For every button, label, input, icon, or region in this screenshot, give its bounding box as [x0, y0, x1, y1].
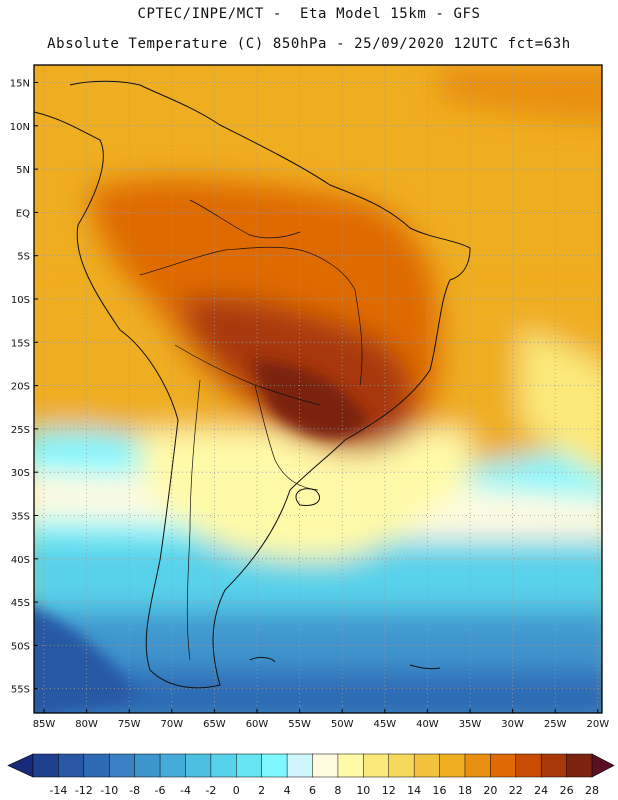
- lat-label: 25S: [11, 425, 30, 436]
- colorbar: [7, 753, 615, 778]
- colorbar-label: 8: [334, 784, 341, 797]
- lon-label: 30W: [501, 719, 524, 730]
- lon-label: 55W: [288, 719, 311, 730]
- colorbar-swatch: [312, 753, 339, 778]
- colorbar-label: 26: [560, 784, 574, 797]
- colorbar-label: 16: [433, 784, 447, 797]
- colorbar-swatch: [134, 753, 161, 778]
- colorbar-label: 24: [534, 784, 548, 797]
- colorbar-label: 6: [309, 784, 316, 797]
- colorbar-swatch: [540, 753, 568, 778]
- colorbar-label: 22: [509, 784, 523, 797]
- colorbar-swatch: [185, 753, 212, 778]
- lat-label: 30S: [11, 468, 30, 479]
- lat-label: 20S: [11, 382, 30, 393]
- colorbar-label: 12: [382, 784, 396, 797]
- colorbar-label: 2: [258, 784, 265, 797]
- temperature-field: [34, 65, 602, 713]
- colorbar-label: 28: [585, 784, 599, 797]
- lon-label: 20W: [586, 719, 609, 730]
- lon-label: 45W: [373, 719, 396, 730]
- lat-label: 5N: [16, 165, 30, 176]
- colorbar-label: 0: [233, 784, 240, 797]
- lon-label: 25W: [544, 719, 567, 730]
- lon-label: 75W: [118, 719, 141, 730]
- lat-label: EQ: [16, 208, 30, 219]
- colorbar-label: -12: [75, 784, 93, 797]
- lon-label: 70W: [160, 719, 183, 730]
- colorbar-swatch: [32, 753, 60, 778]
- colorbar-label: -14: [49, 784, 67, 797]
- map-frame: [33, 64, 603, 714]
- lon-label: 65W: [203, 719, 226, 730]
- colorbar-swatch: [337, 753, 364, 778]
- colorbar-label: -8: [129, 784, 140, 797]
- lon-label: 60W: [246, 719, 269, 730]
- lon-label: 35W: [459, 719, 482, 730]
- colorbar-over-arrow: [591, 753, 615, 778]
- colorbar-swatch: [261, 753, 288, 778]
- colorbar-swatch: [388, 753, 415, 778]
- colorbar-swatch: [515, 753, 542, 778]
- colorbar-label: 20: [483, 784, 497, 797]
- lat-label: 15S: [11, 338, 30, 349]
- colorbar-swatch: [58, 753, 85, 778]
- lat-label: 5S: [17, 252, 30, 263]
- colorbar-swatch: [464, 753, 492, 778]
- lat-label: 35S: [11, 512, 30, 523]
- lon-label: 50W: [331, 719, 354, 730]
- colorbar-swatch: [159, 753, 187, 778]
- colorbar-swatch: [236, 753, 263, 778]
- colorbar-label: -6: [155, 784, 166, 797]
- colorbar-swatch: [566, 753, 593, 778]
- colorbar-swatch: [210, 753, 237, 778]
- lat-label: 40S: [11, 555, 30, 566]
- lat-label: 15N: [10, 79, 30, 90]
- colorbar-labels: -14 -12 -10 -8 -6 -4 -2 0 2 4 6 8 10 12 14 16 18 20 22 24 26…: [49, 784, 599, 797]
- graticule: [34, 65, 602, 713]
- colorbar-swatch: [83, 753, 110, 778]
- colorbar-under-arrow: [7, 753, 34, 778]
- lon-label: 40W: [416, 719, 439, 730]
- lat-label: 50S: [11, 641, 30, 652]
- lat-label: 10S: [11, 295, 30, 306]
- colorbar-swatch: [439, 753, 466, 778]
- colorbar-label: -10: [100, 784, 118, 797]
- coastlines: [33, 80, 471, 689]
- header-title-line-2: Absolute Temperature (C) 850hPa - 25/09/…: [47, 36, 571, 52]
- colorbar-label: -2: [205, 784, 216, 797]
- lat-label: 55S: [11, 685, 30, 696]
- colorbar-swatch: [490, 753, 517, 778]
- lat-label: 10N: [10, 122, 30, 133]
- colorbar-swatch: [413, 753, 441, 778]
- colorbar-swatch: [286, 753, 314, 778]
- longitude-labels: 85W 80W 75W 70W 65W 60W 55W 50W 45W 40W 35W 30W 25W 2…: [33, 709, 609, 730]
- colorbar-swatch: [363, 753, 390, 778]
- lon-label: 80W: [75, 719, 98, 730]
- colorbar-label: 10: [356, 784, 370, 797]
- colorbar-label: 4: [284, 784, 291, 797]
- colorbar-label: 18: [458, 784, 472, 797]
- country-borders: [139, 199, 363, 661]
- header-title-line-1: CPTEC/INPE/MCT - Eta Model 15km - GFS: [137, 6, 481, 22]
- colorbar-label: -4: [180, 784, 191, 797]
- colorbar-swatch: [108, 753, 136, 778]
- lon-label: 85W: [33, 719, 56, 730]
- colorbar-label: 14: [407, 784, 421, 797]
- latitude-labels: 15N 10N 5N EQ 5S 10S 15S 20S 25S 30S 35S 40S 45S 50S 5…: [10, 79, 38, 696]
- lat-label: 45S: [11, 598, 30, 609]
